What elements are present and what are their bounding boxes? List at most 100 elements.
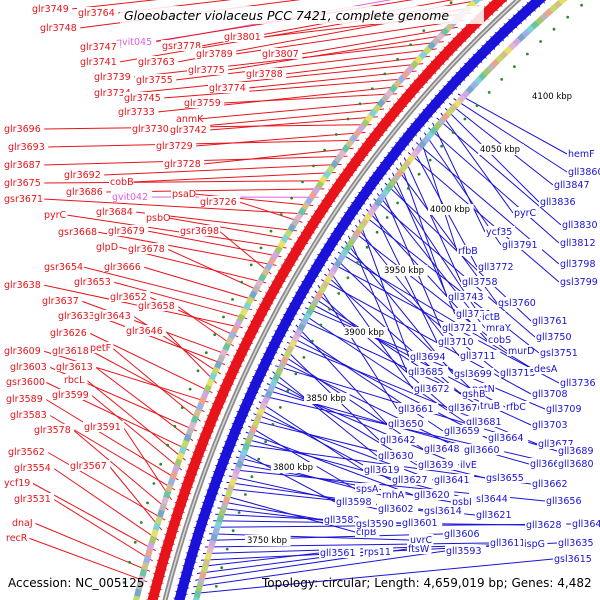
reverse-label-bg xyxy=(499,367,541,378)
reverse-gene-label: gll3703 xyxy=(532,420,568,431)
reverse-label-bg xyxy=(531,419,573,430)
forward-label-bg xyxy=(63,169,105,180)
forward-label-bg xyxy=(171,188,196,199)
forward-label-bg xyxy=(95,241,120,252)
reverse-label-bg xyxy=(539,347,581,358)
forward-gene-label: glr3684 xyxy=(96,207,133,218)
tick-dot xyxy=(449,1,453,5)
forward-label-bg xyxy=(11,517,36,528)
tick-dot xyxy=(286,389,290,392)
reverse-label-bg xyxy=(539,196,581,207)
topology-text: Topology: circular; Length: 4,659,019 bp… xyxy=(261,576,592,590)
forward-label-bg xyxy=(125,325,167,336)
forward-gene-label: glr3638 xyxy=(4,280,41,291)
reverse-gene-label: gsl3615 xyxy=(554,554,592,565)
reverse-label-bg xyxy=(363,464,405,475)
reverse-label-bg xyxy=(561,219,600,230)
forward-leader-line xyxy=(46,451,166,521)
reverse-label-bg xyxy=(571,518,600,529)
forward-leader-line xyxy=(34,522,151,572)
reverse-gene-label: gll3708 xyxy=(532,389,568,400)
reverse-label-bg xyxy=(559,237,600,248)
forward-label-bg xyxy=(117,106,159,117)
forward-label-bg xyxy=(43,209,68,220)
forward-gene-label: gsr3671 xyxy=(4,194,43,205)
reverse-gene-label: gll3628 xyxy=(526,520,562,531)
reverse-gene-label: gsl3699 xyxy=(454,369,492,380)
reverse-label-bg xyxy=(387,418,429,429)
forward-label-bg xyxy=(51,389,93,400)
forward-leader-line xyxy=(239,201,303,223)
kbp-label: 3850 kbp xyxy=(306,394,346,404)
reverse-gene-label: rfbB xyxy=(458,246,478,257)
forward-label-bg xyxy=(169,124,211,135)
forward-gene-label: glr3653 xyxy=(74,277,111,288)
forward-leader-line xyxy=(195,131,366,147)
tick-dot xyxy=(302,356,306,359)
reverse-leader-line xyxy=(334,257,472,390)
tick-dot xyxy=(428,158,432,162)
reverse-gene-label: gll3847 xyxy=(554,180,590,191)
forward-gene-label: glr3531 xyxy=(14,494,51,505)
tick-dot xyxy=(269,229,273,233)
reverse-leader-line xyxy=(208,533,410,541)
forward-leader-line xyxy=(203,147,354,165)
forward-gene-label: glr3728 xyxy=(164,159,201,170)
reverse-label-bg xyxy=(379,434,421,445)
reverse-label-bg xyxy=(423,443,465,454)
forward-gene-label: glr3745 xyxy=(124,93,161,104)
reverse-gene-label: spsA xyxy=(356,484,379,495)
tick-dot xyxy=(249,263,253,267)
kbp-label-bg xyxy=(245,535,291,546)
forward-leader-line xyxy=(28,537,148,583)
tick-dot xyxy=(487,91,491,94)
forward-label-bg xyxy=(179,225,221,236)
reverse-leader-line xyxy=(238,450,336,503)
forward-gene-label: glr3775 xyxy=(188,65,225,76)
forward-gene-label: gsr3778 xyxy=(162,41,201,52)
forward-label-bg xyxy=(223,31,265,42)
forward-leader-line xyxy=(108,465,163,531)
reverse-label-bg xyxy=(469,493,511,504)
reverse-label-bg xyxy=(335,496,377,507)
forward-leader-line xyxy=(90,394,183,471)
forward-label-bg xyxy=(109,176,134,187)
reverse-leader-line xyxy=(373,198,536,338)
forward-gene-label: glr3613 xyxy=(56,362,93,373)
reverse-label-bg xyxy=(485,226,515,237)
reverse-gene-label: uvrC xyxy=(410,535,433,546)
forward-leader-line xyxy=(103,163,342,176)
reverse-leader-line xyxy=(198,552,320,568)
reverse-gene-label: pyrC xyxy=(514,208,537,219)
forward-gene-label: glr3774 xyxy=(209,83,246,94)
forward-leader-line xyxy=(164,330,217,384)
forward-label-bg xyxy=(13,493,55,504)
genome-ring xyxy=(162,0,522,600)
tick-dot xyxy=(370,87,374,91)
kbp-label: 3950 kbp xyxy=(384,266,424,276)
forward-label-bg xyxy=(135,74,177,85)
forward-gene-label: glr3652 xyxy=(110,292,147,303)
forward-gene-label: glr3603 xyxy=(10,362,47,373)
forward-label-bg xyxy=(107,225,149,236)
reverse-gene-label: gll3676 xyxy=(448,403,484,414)
forward-label-bg xyxy=(5,376,47,387)
reverse-leader-line xyxy=(261,395,558,465)
reverse-label-bg xyxy=(559,258,600,269)
accession-text: Accession: NC_005125 xyxy=(8,576,144,590)
forward-gene-label: gsr3698 xyxy=(180,226,219,237)
forward-leader-line xyxy=(43,350,209,403)
forward-label-bg xyxy=(69,460,111,471)
forward-label-bg xyxy=(39,22,81,33)
kbp-label: 4000 kbp xyxy=(430,205,470,215)
reverse-label-bg xyxy=(501,239,543,250)
forward-gene-label: glr3618 xyxy=(52,346,89,357)
tick-dot xyxy=(566,15,570,19)
forward-label-bg xyxy=(57,226,99,237)
reverse-gene-label: ispG xyxy=(524,539,545,550)
forward-label-bg xyxy=(131,123,173,134)
reverse-leader-line xyxy=(457,93,568,155)
tick-dot xyxy=(271,423,275,426)
forward-gene-label: glr3687 xyxy=(4,160,41,171)
